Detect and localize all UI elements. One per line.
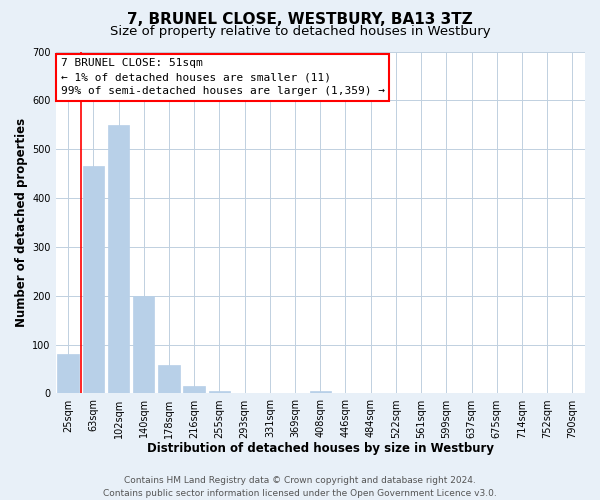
Bar bbox=[133, 296, 154, 394]
Bar bbox=[58, 354, 79, 394]
Bar bbox=[184, 386, 205, 394]
Bar bbox=[310, 391, 331, 394]
Bar bbox=[158, 365, 180, 394]
Bar bbox=[209, 391, 230, 394]
X-axis label: Distribution of detached houses by size in Westbury: Distribution of detached houses by size … bbox=[147, 442, 494, 455]
Text: 7, BRUNEL CLOSE, WESTBURY, BA13 3TZ: 7, BRUNEL CLOSE, WESTBURY, BA13 3TZ bbox=[127, 12, 473, 28]
Text: 7 BRUNEL CLOSE: 51sqm
← 1% of detached houses are smaller (11)
99% of semi-detac: 7 BRUNEL CLOSE: 51sqm ← 1% of detached h… bbox=[61, 58, 385, 96]
Bar bbox=[83, 166, 104, 394]
Text: Size of property relative to detached houses in Westbury: Size of property relative to detached ho… bbox=[110, 25, 490, 38]
Text: Contains HM Land Registry data © Crown copyright and database right 2024.
Contai: Contains HM Land Registry data © Crown c… bbox=[103, 476, 497, 498]
Bar bbox=[108, 125, 129, 394]
Y-axis label: Number of detached properties: Number of detached properties bbox=[15, 118, 28, 327]
